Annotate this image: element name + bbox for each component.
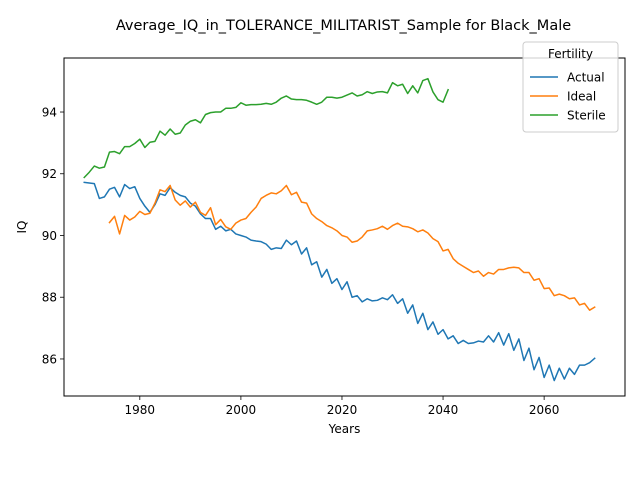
legend-label-sterile: Sterile [567, 108, 606, 122]
y-axis-label: IQ [15, 221, 29, 234]
x-tick-label: 2000 [226, 403, 257, 417]
chart-title: Average_IQ_in_TOLERANCE_MILITARIST_Sampl… [116, 18, 571, 34]
x-axis-label: Years [328, 422, 361, 436]
y-tick-label: 88 [42, 291, 57, 305]
x-tick-label: 2060 [529, 403, 560, 417]
y-tick-label: 86 [42, 352, 57, 366]
legend-label-ideal: Ideal [567, 89, 596, 103]
x-tick-label: 1980 [125, 403, 156, 417]
x-tick-label: 2020 [327, 403, 358, 417]
y-tick-label: 90 [42, 229, 57, 243]
y-tick-label: 94 [42, 105, 57, 119]
legend-label-actual: Actual [567, 70, 605, 84]
y-tick-label: 92 [42, 167, 57, 181]
legend-title: Fertility [548, 47, 593, 61]
legend: Fertility Actual Ideal Sterile [523, 42, 618, 132]
x-tick-label: 2040 [428, 403, 459, 417]
